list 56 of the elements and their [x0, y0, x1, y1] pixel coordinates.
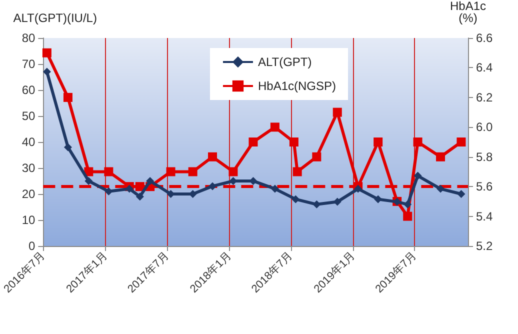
- y-tick-label: 20: [22, 187, 36, 201]
- y-tick-label: 80: [22, 31, 36, 45]
- point: [208, 152, 218, 162]
- y2-tick-label: 6.6: [476, 31, 494, 45]
- y-tick-label: 50: [22, 109, 36, 123]
- point: [248, 138, 258, 146]
- y2-tick-label: 5.6: [476, 180, 494, 194]
- point: [63, 92, 72, 102]
- y-tick-label: 30: [22, 161, 36, 175]
- point: [42, 48, 52, 58]
- point: [136, 192, 144, 201]
- point: [292, 195, 300, 204]
- point: [292, 167, 302, 176]
- point: [374, 195, 382, 204]
- y2-tick-label: 6.2: [476, 90, 494, 104]
- point: [42, 68, 51, 76]
- legend-label: HbA1c(NGSP): [258, 79, 336, 93]
- point: [166, 167, 176, 176]
- point: [64, 143, 72, 152]
- point: [413, 138, 422, 146]
- point: [270, 122, 280, 132]
- point: [404, 200, 412, 208]
- legend-label: ALT(GPT): [258, 55, 312, 69]
- point: [436, 184, 445, 193]
- y-tick-label: 10: [22, 213, 36, 227]
- point: [403, 212, 412, 221]
- y-tick-label: 60: [22, 83, 36, 97]
- point: [312, 152, 322, 162]
- point: [332, 108, 342, 117]
- y-axis-title: ALT(GPT)(IU/L): [13, 11, 97, 25]
- y2-tick-label: 6.4: [476, 60, 494, 75]
- y2-tick-label: 5.4: [476, 209, 494, 224]
- y2-tick-label: 5.8: [476, 150, 494, 164]
- point: [333, 198, 342, 206]
- y-tick-label: 0: [28, 239, 36, 253]
- y-tick-label: 40: [22, 135, 36, 149]
- y2-tick-label: 5.2: [476, 239, 494, 253]
- point: [456, 138, 466, 146]
- point: [135, 182, 144, 192]
- point: [270, 184, 279, 193]
- point: [208, 182, 217, 190]
- point: [125, 184, 134, 193]
- y-tick-label: 70: [22, 57, 36, 71]
- point: [104, 167, 114, 176]
- point: [228, 167, 238, 176]
- point: [289, 138, 298, 146]
- point: [436, 152, 446, 162]
- point: [374, 138, 383, 146]
- point: [188, 167, 198, 176]
- point: [354, 184, 362, 193]
- y2-tick-label: 6.0: [476, 120, 494, 134]
- point: [84, 177, 93, 185]
- point: [146, 177, 154, 185]
- y2-axis-title: HbA1c (%): [450, 0, 486, 25]
- point: [457, 190, 466, 198]
- point: [414, 172, 422, 180]
